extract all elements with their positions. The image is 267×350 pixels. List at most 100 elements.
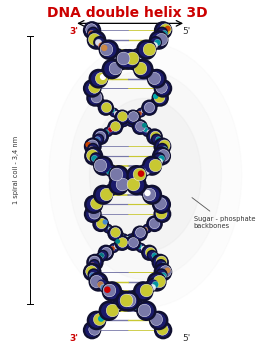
Point bbox=[104, 223, 108, 229]
Point bbox=[152, 221, 157, 226]
Point bbox=[91, 146, 95, 152]
Point bbox=[116, 243, 120, 248]
Point bbox=[114, 64, 119, 69]
Point bbox=[102, 132, 107, 137]
Point bbox=[120, 240, 124, 246]
Point bbox=[99, 220, 103, 225]
Point bbox=[158, 81, 162, 86]
Point bbox=[86, 142, 90, 147]
Point bbox=[156, 216, 160, 222]
Point bbox=[157, 257, 162, 263]
Point bbox=[99, 194, 103, 200]
Point bbox=[147, 104, 151, 110]
Point bbox=[137, 243, 141, 248]
Point bbox=[121, 175, 125, 181]
Point bbox=[159, 84, 163, 90]
Point bbox=[141, 245, 145, 251]
Point bbox=[90, 32, 95, 38]
Point bbox=[123, 180, 127, 186]
Point bbox=[138, 124, 142, 130]
Point bbox=[92, 90, 96, 96]
Point bbox=[160, 209, 164, 215]
Point bbox=[154, 136, 159, 142]
Point bbox=[160, 267, 164, 273]
Point bbox=[159, 326, 164, 332]
Point bbox=[124, 117, 129, 122]
Point bbox=[89, 30, 93, 36]
Point bbox=[117, 122, 122, 127]
Point bbox=[138, 185, 143, 190]
Point bbox=[160, 144, 164, 149]
Point bbox=[160, 32, 165, 38]
Point bbox=[101, 74, 106, 79]
Point bbox=[158, 214, 163, 219]
Point bbox=[105, 189, 109, 195]
Point bbox=[93, 204, 97, 210]
Point bbox=[94, 37, 99, 43]
Point bbox=[158, 88, 163, 93]
Point bbox=[152, 252, 156, 258]
Point bbox=[153, 100, 157, 106]
Point bbox=[97, 161, 101, 166]
Point bbox=[113, 306, 117, 311]
Point bbox=[103, 103, 107, 108]
Point bbox=[135, 112, 139, 118]
Point bbox=[103, 284, 107, 289]
Point bbox=[154, 40, 158, 45]
Point bbox=[100, 74, 104, 79]
Point bbox=[110, 289, 114, 294]
Point bbox=[89, 142, 94, 148]
Point bbox=[91, 211, 95, 217]
Point bbox=[142, 307, 146, 313]
Point bbox=[142, 228, 146, 234]
Point bbox=[91, 325, 95, 330]
Point bbox=[91, 267, 95, 273]
Point bbox=[96, 158, 101, 164]
Point bbox=[154, 40, 158, 45]
Point bbox=[153, 255, 157, 260]
Point bbox=[93, 260, 97, 265]
Point bbox=[91, 209, 95, 215]
Point bbox=[158, 260, 162, 265]
Point bbox=[95, 320, 99, 326]
Point bbox=[159, 156, 163, 161]
Point bbox=[128, 59, 132, 64]
Point bbox=[139, 110, 143, 116]
Point bbox=[161, 269, 165, 275]
Point bbox=[125, 177, 130, 183]
Text: DNA double helix 3D: DNA double helix 3D bbox=[47, 6, 208, 20]
Point bbox=[94, 37, 99, 43]
Point bbox=[92, 265, 96, 270]
Point bbox=[150, 163, 154, 168]
Point bbox=[95, 158, 99, 164]
Point bbox=[162, 30, 166, 36]
Point bbox=[109, 187, 113, 193]
Point bbox=[160, 151, 164, 156]
Point bbox=[138, 230, 142, 235]
Point bbox=[146, 71, 150, 77]
Point bbox=[107, 47, 111, 52]
Point bbox=[102, 223, 107, 229]
Point bbox=[147, 223, 151, 229]
Point bbox=[93, 141, 97, 147]
Point bbox=[92, 35, 96, 40]
Point bbox=[107, 308, 111, 314]
Point bbox=[104, 105, 108, 111]
Point bbox=[127, 297, 131, 303]
Point bbox=[92, 202, 96, 207]
Point bbox=[98, 255, 103, 260]
Point bbox=[103, 219, 107, 225]
Point bbox=[101, 284, 105, 289]
Text: 1 spiral coil - 3,4 nm: 1 spiral coil - 3,4 nm bbox=[13, 136, 19, 204]
Point bbox=[88, 27, 93, 32]
Point bbox=[89, 146, 93, 152]
Point bbox=[160, 148, 164, 154]
Point bbox=[133, 54, 138, 60]
Point bbox=[131, 119, 135, 125]
Point bbox=[158, 81, 162, 86]
Point bbox=[119, 61, 123, 67]
Point bbox=[138, 170, 143, 176]
Point bbox=[120, 119, 124, 125]
Point bbox=[107, 286, 111, 292]
Point bbox=[100, 313, 105, 319]
